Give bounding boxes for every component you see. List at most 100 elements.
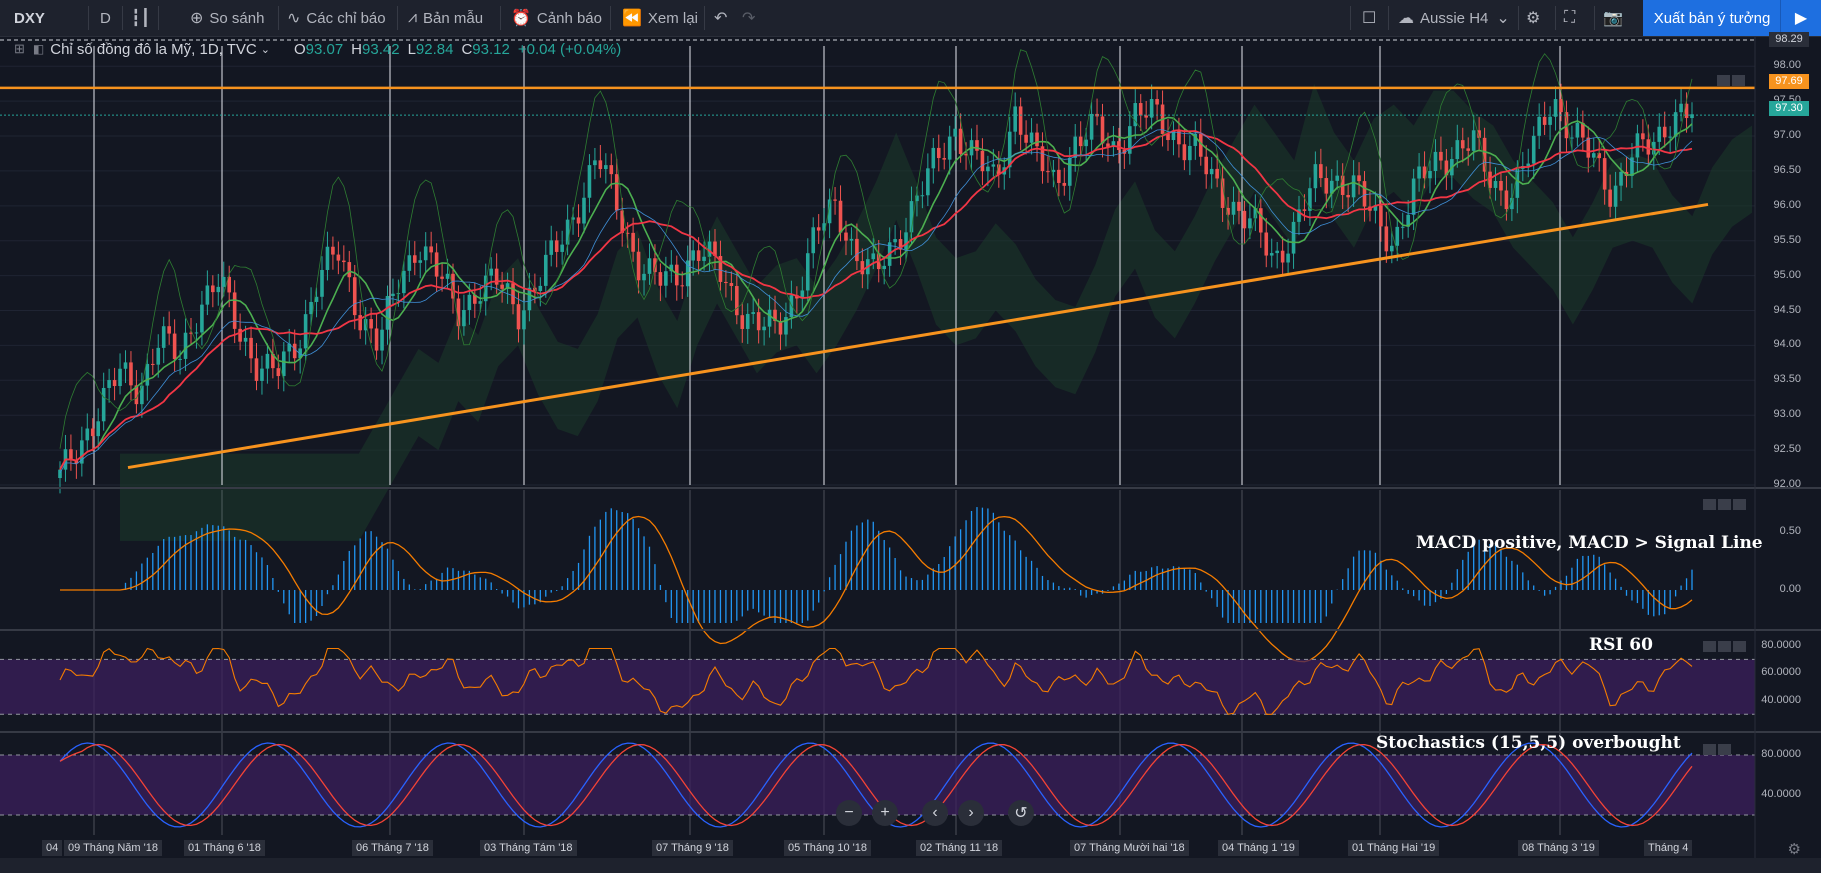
candle-body (271, 353, 275, 369)
candle-body (1209, 168, 1214, 175)
price-axis-label: 96.00 (1773, 198, 1801, 211)
fullscreen-button[interactable]: ⛶ (1564, 0, 1581, 36)
candle-body (489, 268, 493, 276)
candle-body (58, 469, 62, 479)
candle-body (1482, 137, 1487, 172)
candle-body (893, 239, 897, 243)
publish-idea-button[interactable]: Xuất bản ý tưởng (1643, 0, 1781, 36)
candle-body (664, 271, 668, 286)
zoom-out-button[interactable]: − (836, 800, 862, 826)
candle-body (287, 343, 292, 352)
candle-body (1668, 136, 1672, 138)
symbol-search[interactable]: DXY (14, 9, 45, 27)
candle-body (751, 312, 755, 314)
price-axis-label: 95.00 (1773, 268, 1801, 281)
candle-body (402, 270, 406, 294)
candle-body (85, 428, 90, 441)
time-axis-label: 01 Tháng 6 '18 (184, 840, 265, 856)
ma-fast-line (59, 116, 1693, 470)
undo-button[interactable]: ↶ (714, 0, 733, 36)
candle-body (1193, 133, 1198, 146)
candle-body (554, 240, 559, 252)
candle-body (1591, 153, 1596, 158)
candle-body (473, 294, 477, 304)
candle-body (947, 136, 952, 160)
candle-body (1067, 157, 1072, 186)
candle-body (1455, 140, 1460, 160)
legend-expand-icon[interactable]: ⊞ (14, 41, 25, 56)
replay-button[interactable]: ⏪ Xem lại (622, 0, 698, 36)
candle-body (69, 449, 73, 460)
candle-body (418, 260, 423, 263)
scroll-right-button[interactable]: › (958, 800, 984, 826)
undo-icon: ↶ (714, 10, 728, 27)
candle-body (254, 358, 259, 381)
alerts-button[interactable]: ⏰ Cảnh báo (511, 0, 602, 36)
candle-body (1400, 226, 1405, 228)
layout-button[interactable]: ☐ (1362, 0, 1382, 36)
reset-chart-button[interactable]: ↺ (1008, 800, 1034, 826)
zoom-in-button[interactable]: + (872, 800, 898, 826)
candle-body (1395, 226, 1400, 246)
stoch-d-line (59, 743, 1693, 827)
stoch-axis-label: 80.0000 (1761, 748, 1801, 760)
candle-body (243, 337, 248, 342)
account-dropdown[interactable]: ☁ Aussie H4 ⌄ (1398, 0, 1516, 36)
candle-body (1351, 175, 1356, 198)
candle-body (1493, 180, 1498, 188)
scroll-left-button[interactable]: ‹ (922, 800, 948, 826)
templates-button[interactable]: ⩘ Bản mẫu (408, 0, 483, 36)
chart-type-button[interactable]: ┇┃ (131, 0, 156, 36)
legend-chevron-icon[interactable]: ⌄ (260, 43, 270, 56)
stoch-pane-controls[interactable] (1703, 744, 1747, 756)
macd-pane (60, 507, 1693, 663)
candle-body (221, 276, 226, 287)
price-axis-label: 97.00 (1773, 129, 1801, 142)
compare-button[interactable]: ⊕ So sánh (190, 0, 264, 36)
candle-body (440, 276, 444, 279)
interval-button[interactable]: D (100, 0, 111, 36)
chart-area[interactable] (0, 37, 1821, 858)
candle-body (576, 217, 581, 224)
axis-settings-gear-icon[interactable]: ⚙ (1787, 841, 1801, 858)
candle-body (1149, 99, 1154, 118)
compare-label: So sánh (209, 9, 265, 27)
indicators-button[interactable]: ∿ Các chỉ báo (287, 0, 386, 36)
redo-button[interactable]: ↷ (742, 0, 761, 36)
publish-play-button[interactable]: ▶ (1780, 0, 1821, 36)
candle-body (827, 199, 832, 224)
main-pane-controls[interactable] (1717, 75, 1761, 87)
legend-title[interactable]: Chỉ số đồng đô la Mỹ, 1D, TVC (50, 40, 257, 58)
rsi-axis-label: 80.0000 (1761, 638, 1801, 651)
settings-button[interactable]: ⚙ (1526, 0, 1546, 36)
ichimoku-cloud (120, 83, 1752, 541)
candle-body (320, 269, 324, 297)
candles-icon: ┇┃ (131, 10, 151, 27)
candle-body (1373, 205, 1378, 211)
rsi-pane-controls[interactable] (1703, 641, 1747, 653)
candle-body (90, 428, 95, 437)
price-axis-label: 92.50 (1773, 443, 1801, 456)
candle-body (1138, 103, 1143, 116)
candle-body (1406, 214, 1410, 227)
candle-body (565, 219, 570, 245)
candle-body (1089, 113, 1094, 140)
candle-body (276, 368, 281, 377)
candle-body (767, 309, 772, 327)
indicators-label: Các chỉ báo (306, 9, 386, 27)
plus-circle-icon: ⊕ (190, 10, 204, 27)
candle-body (571, 217, 575, 220)
candle-body (1433, 151, 1438, 171)
candle-body (1651, 141, 1656, 155)
time-axis-label: 07 Tháng 9 '18 (652, 840, 733, 856)
alerts-label: Cảnh báo (536, 9, 602, 27)
candle-body (942, 158, 947, 160)
candle-body (325, 246, 330, 270)
macd-pane-controls[interactable] (1703, 499, 1747, 511)
candle-body (1237, 201, 1241, 211)
candle-body (844, 232, 848, 241)
candle-body (898, 239, 903, 250)
candle-body (860, 261, 865, 275)
snapshot-button[interactable]: 📷 (1603, 0, 1629, 36)
candle-body (1155, 99, 1159, 105)
